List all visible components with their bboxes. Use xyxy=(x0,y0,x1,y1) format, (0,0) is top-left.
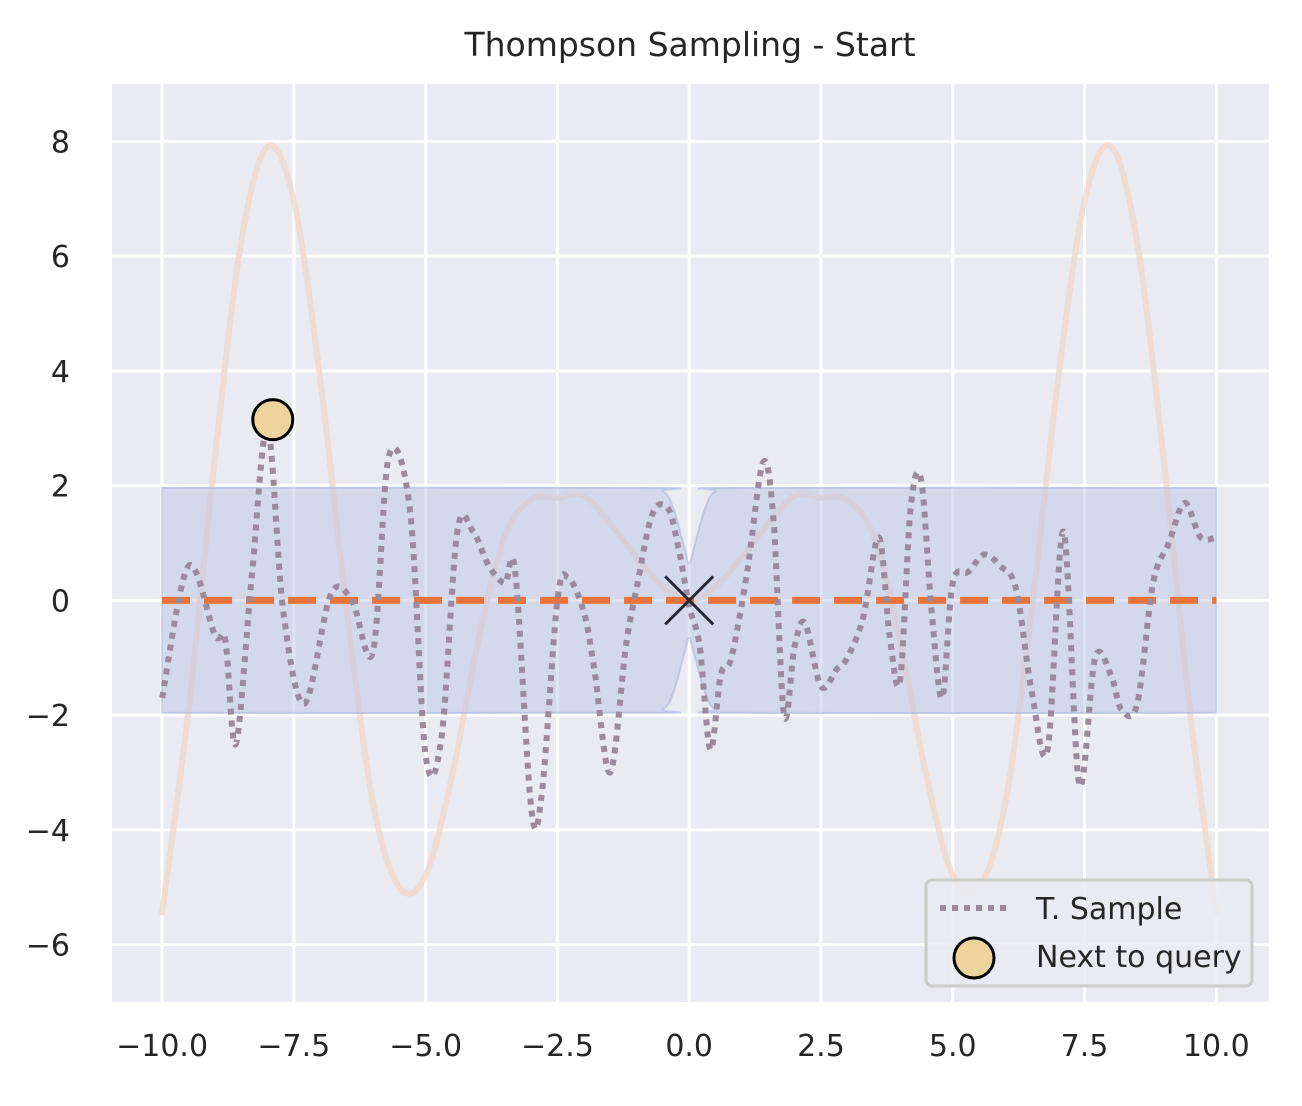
x-tick-label: −2.5 xyxy=(521,1029,594,1064)
thompson-sample-line xyxy=(159,425,1217,832)
y-tick-label: 0 xyxy=(51,584,70,619)
next-query-marker xyxy=(251,398,295,442)
tick-labels: −10.0 −7.5 −5.0 −2.5 0.0 2.5 5.0 7.5 10.0 −6 −4 −2 0… xyxy=(26,125,1250,1064)
legend-sample-label: T. Sample xyxy=(1035,892,1182,927)
y-tick-label: 8 xyxy=(51,125,70,160)
y-tick-label: 2 xyxy=(51,470,70,505)
data-layer xyxy=(159,142,1220,916)
chart-title: Thompson Sampling - Start xyxy=(463,25,915,64)
x-tick-label: 10.0 xyxy=(1183,1029,1250,1064)
legend: T. Sample Next to query xyxy=(924,878,1254,988)
x-tick-label: −5.0 xyxy=(389,1029,462,1064)
y-tick-label: 6 xyxy=(51,240,70,275)
x-tick-label: −7.5 xyxy=(257,1029,330,1064)
observation-marker xyxy=(664,575,715,626)
y-tick-label: −4 xyxy=(26,814,70,849)
x-tick-label: 2.5 xyxy=(797,1029,845,1064)
x-tick-label: −10.0 xyxy=(116,1029,208,1064)
y-tick-label: −2 xyxy=(26,699,70,734)
y-tick-label: −6 xyxy=(26,929,70,964)
x-tick-label: 5.0 xyxy=(929,1029,977,1064)
legend-next-query-swatch xyxy=(952,936,996,980)
legend-next-query-label: Next to query xyxy=(1036,940,1242,975)
x-tick-label: 0.0 xyxy=(665,1029,713,1064)
x-tick-label: 7.5 xyxy=(1061,1029,1109,1064)
legend-box xyxy=(924,878,1254,988)
y-tick-label: 4 xyxy=(51,355,70,390)
